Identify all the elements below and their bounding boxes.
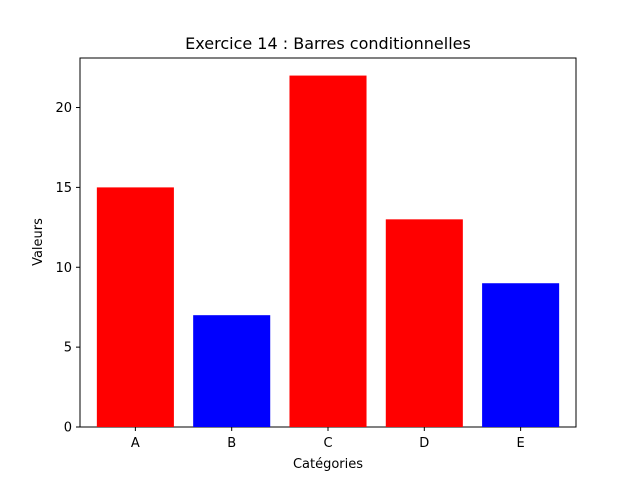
y-axis-title: Valeurs [31, 218, 46, 266]
y-axis-ticks: 0 5 10 15 20 [55, 101, 80, 436]
bar-e [482, 283, 560, 427]
bar-d [385, 219, 463, 427]
bar-a [96, 187, 174, 427]
y-tick-label: 20 [55, 101, 72, 116]
y-tick-label: 5 [64, 341, 72, 356]
y-tick-label: 10 [55, 261, 72, 276]
x-tick-label: E [517, 436, 525, 451]
bar-c [289, 75, 367, 427]
x-tick-label: C [323, 436, 332, 451]
bar-b [193, 315, 271, 427]
y-tick-label: 15 [55, 181, 72, 196]
x-axis-ticks: A B C D E [131, 427, 525, 451]
x-axis-title: Catégories [293, 457, 363, 472]
x-tick-label: B [227, 436, 236, 451]
y-tick-label: 0 [64, 421, 72, 436]
x-tick-label: D [419, 436, 429, 451]
x-tick-label: A [131, 436, 140, 451]
bars-group [96, 75, 560, 427]
chart-title: Exercice 14 : Barres conditionnelles [185, 34, 471, 53]
